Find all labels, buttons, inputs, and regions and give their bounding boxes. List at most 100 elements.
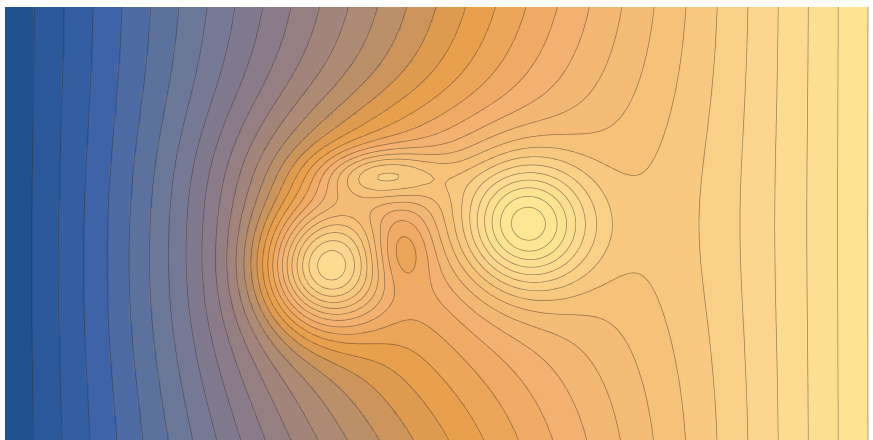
contour-band xyxy=(261,255,270,260)
contour-band xyxy=(477,227,486,232)
contour-band xyxy=(809,103,838,108)
contour-band xyxy=(257,367,278,372)
contour-band xyxy=(597,83,638,88)
contour-band xyxy=(489,123,526,128)
contour-band xyxy=(713,359,746,364)
contour-band xyxy=(245,271,254,276)
contour-band xyxy=(397,343,450,348)
contour-band xyxy=(453,243,462,248)
contour-band xyxy=(777,359,810,364)
contour-band xyxy=(241,331,254,336)
contour-band xyxy=(701,275,742,280)
contour-band xyxy=(457,295,478,300)
contour-band xyxy=(361,275,366,280)
contour-band xyxy=(405,219,426,224)
contour-band xyxy=(157,139,182,144)
contour-band xyxy=(293,211,302,216)
contour-band xyxy=(249,183,262,188)
contour-band xyxy=(85,227,110,232)
contour-band xyxy=(333,223,342,228)
contour-band xyxy=(149,251,170,256)
contour-band xyxy=(709,115,746,120)
contour-band xyxy=(557,371,598,376)
contour-band xyxy=(777,391,810,396)
contour-band xyxy=(265,271,270,276)
contour-band xyxy=(521,179,538,184)
contour-band xyxy=(173,51,202,56)
contour-band xyxy=(461,399,498,404)
contour-band xyxy=(461,195,474,200)
contour-band xyxy=(317,263,346,268)
contour-band xyxy=(545,359,590,364)
contour-band xyxy=(337,35,366,40)
contour-band xyxy=(169,83,194,88)
contour-band xyxy=(593,243,610,248)
contour-band xyxy=(597,227,614,232)
contour-band xyxy=(585,223,598,228)
contour-band xyxy=(317,259,346,264)
contour-band xyxy=(261,227,270,232)
contour-band xyxy=(533,395,570,400)
contour-band xyxy=(253,407,278,412)
contour-band xyxy=(109,247,130,252)
contour-band xyxy=(685,411,718,416)
contour-band xyxy=(61,191,86,196)
contour-band xyxy=(277,151,290,156)
contour-band xyxy=(113,375,138,380)
contour-band xyxy=(149,243,170,248)
contour-band xyxy=(33,35,66,40)
contour-band xyxy=(341,427,374,432)
contour-band xyxy=(485,279,502,284)
contour-band xyxy=(433,327,470,332)
contour-band xyxy=(109,223,130,228)
contour-band xyxy=(309,423,338,428)
contour-band xyxy=(165,407,186,412)
contour-band xyxy=(809,331,838,336)
contour-band xyxy=(217,259,226,264)
contour-band xyxy=(177,155,198,160)
contour-band xyxy=(557,7,590,12)
contour-band xyxy=(133,363,158,368)
contour-band xyxy=(297,275,306,280)
contour-band xyxy=(85,375,114,380)
contour-band xyxy=(109,351,134,356)
contour-band xyxy=(377,275,386,280)
contour-band xyxy=(173,343,194,348)
contour-band xyxy=(297,215,306,220)
contour-band xyxy=(513,303,662,308)
contour-band xyxy=(297,295,306,300)
contour-band xyxy=(521,107,570,112)
contour-band xyxy=(57,271,86,276)
contour-band xyxy=(777,347,810,352)
contour-band xyxy=(169,247,186,252)
contour-band xyxy=(777,91,810,96)
contour-band xyxy=(585,95,634,100)
contour-band xyxy=(657,291,706,296)
contour-band xyxy=(205,195,222,200)
contour-band xyxy=(393,39,426,44)
contour-band xyxy=(61,171,86,176)
contour-band xyxy=(405,15,434,20)
contour-band xyxy=(805,263,838,268)
contour-band xyxy=(609,207,702,212)
contour-band xyxy=(213,155,230,160)
contour-band xyxy=(193,331,210,336)
contour-band xyxy=(481,375,518,380)
contour-band xyxy=(109,251,130,256)
contour-band xyxy=(301,291,310,296)
contour-band xyxy=(285,23,314,28)
contour-band xyxy=(337,179,350,184)
contour-band xyxy=(301,407,330,412)
contour-band xyxy=(581,35,618,40)
contour-band xyxy=(273,183,282,188)
contour-band xyxy=(409,91,442,96)
contour-band xyxy=(237,431,262,436)
contour-band xyxy=(517,431,550,436)
contour-band xyxy=(381,255,390,260)
contour-band xyxy=(569,391,610,396)
contour-band xyxy=(777,267,806,272)
contour-band xyxy=(605,163,650,168)
contour-band xyxy=(33,283,58,288)
contour-band xyxy=(337,191,354,196)
contour-band xyxy=(257,27,286,32)
